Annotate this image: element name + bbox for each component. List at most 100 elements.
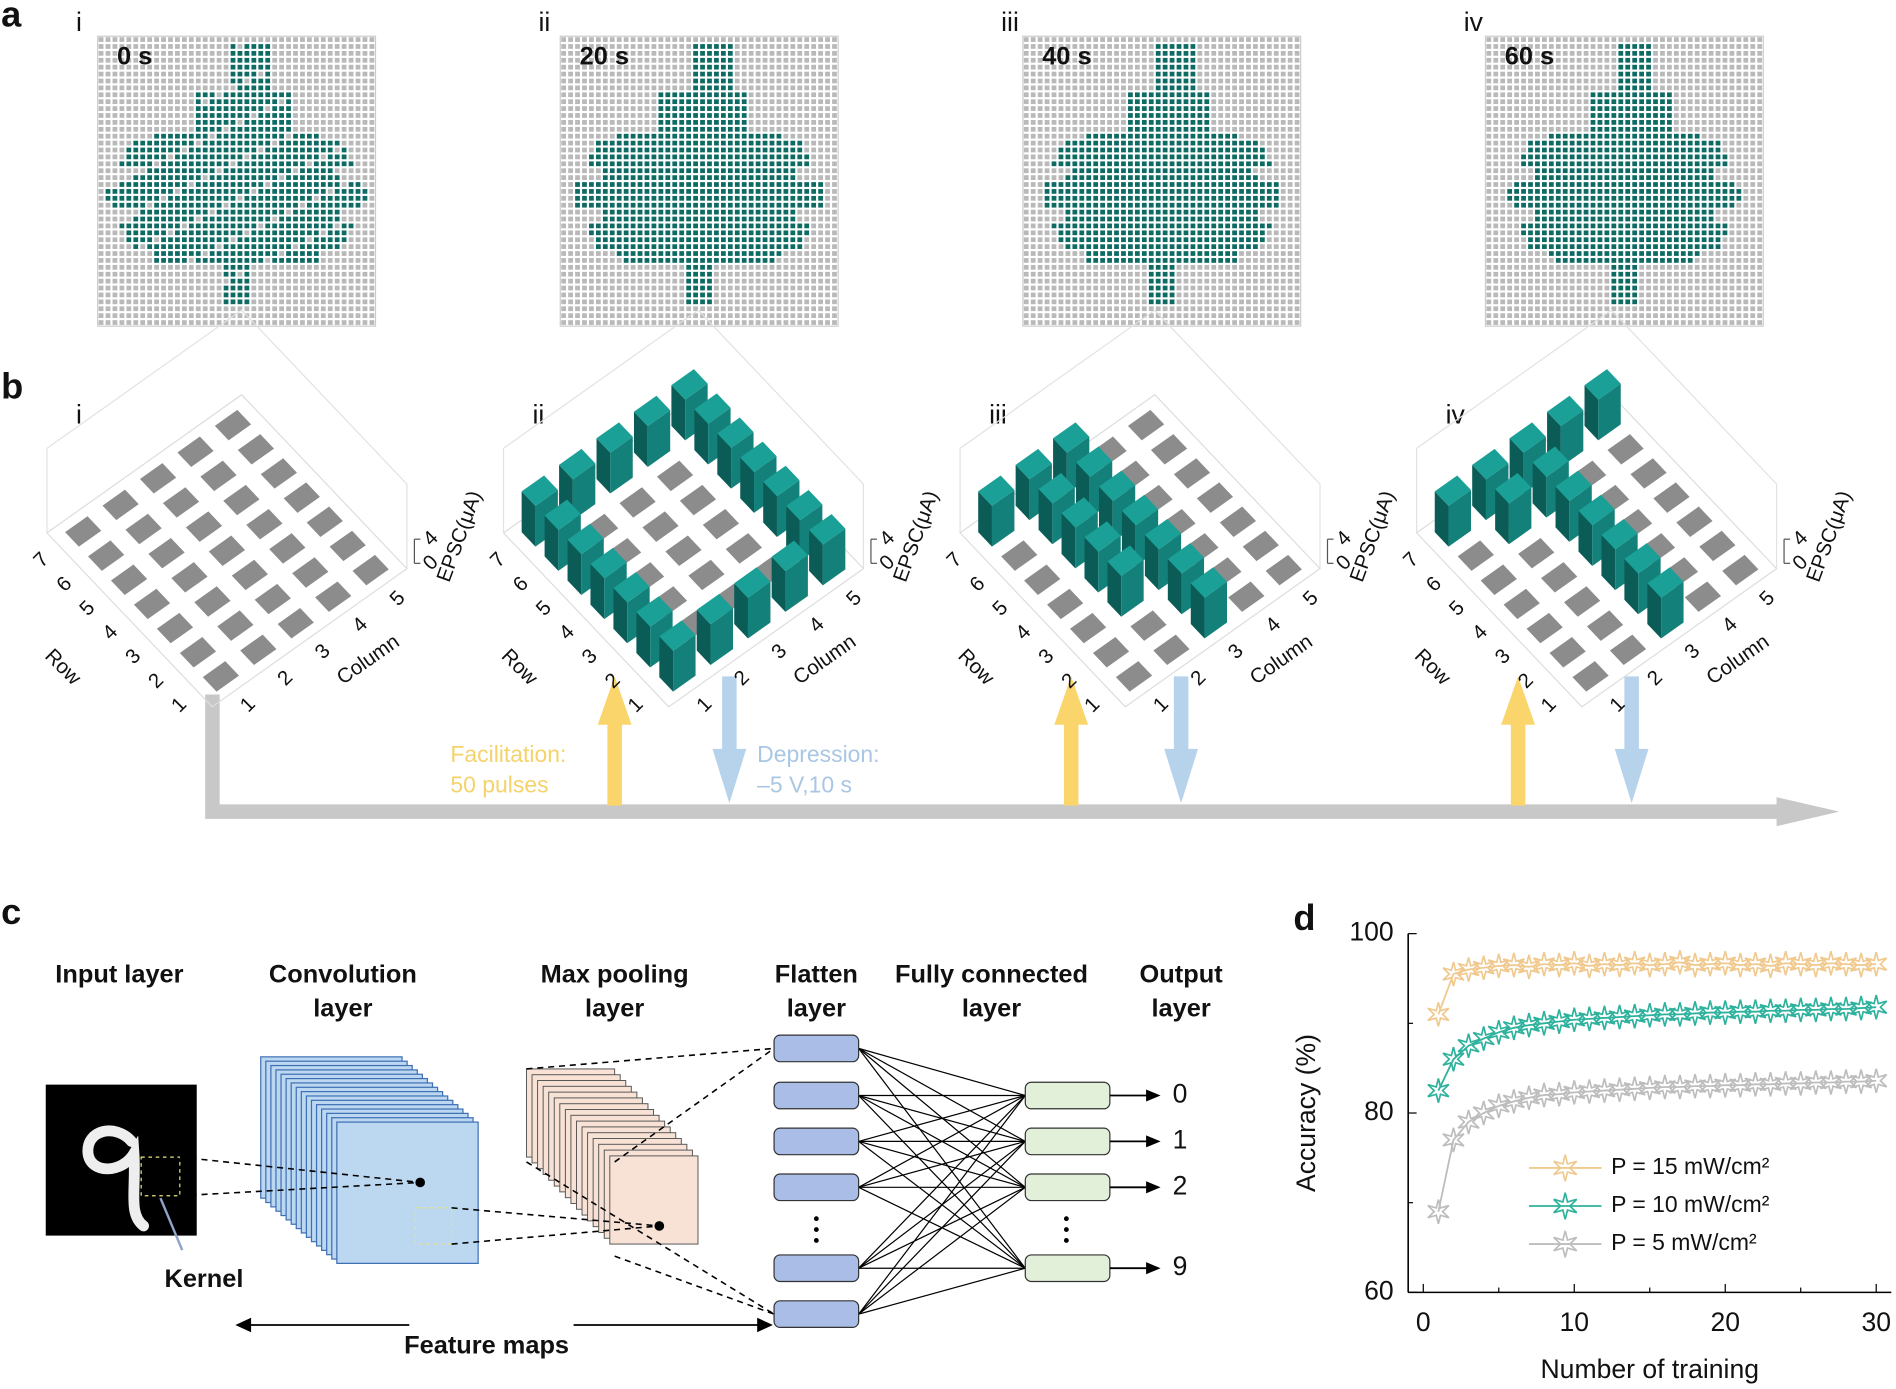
pixel: [589, 195, 594, 201]
pixel: [832, 133, 837, 139]
pixel: [623, 223, 629, 229]
pixel: [1211, 244, 1217, 249]
pixel: [1162, 292, 1168, 298]
pixel: [272, 292, 278, 298]
pixel: [714, 182, 719, 187]
pixel: [741, 258, 747, 263]
pixel: [609, 161, 615, 167]
pixel: [700, 244, 705, 249]
pixel: [265, 64, 271, 70]
pixel: [147, 223, 153, 229]
pixel: [1253, 71, 1258, 77]
pixel: [1134, 230, 1140, 236]
pixel: [1266, 120, 1272, 125]
pixel: [112, 78, 118, 84]
pixel: [1128, 99, 1133, 105]
pixel: [1100, 147, 1106, 153]
pixel: [1259, 168, 1265, 174]
connection: [858, 1095, 1026, 1269]
pixel: [1211, 313, 1217, 319]
pixel: [762, 161, 768, 167]
pixel: [672, 64, 678, 70]
pixel: [602, 133, 608, 139]
pixel: [1051, 133, 1057, 139]
pixel: [175, 292, 180, 298]
pixel: [300, 271, 305, 277]
pixel: [230, 154, 236, 160]
pixel: [790, 154, 796, 160]
pixel: [1259, 85, 1265, 91]
pixel: [258, 251, 264, 256]
pixel: [140, 251, 146, 256]
pixel: [637, 154, 643, 160]
pixel: [1058, 64, 1064, 70]
pixel: [575, 313, 580, 319]
pixel: [1141, 51, 1147, 56]
pixel: [286, 251, 291, 256]
pixel: [320, 37, 326, 42]
pixel: [1169, 133, 1175, 139]
pixel: [1155, 306, 1161, 312]
pixel: [293, 44, 298, 49]
pixel: [672, 133, 678, 139]
pixel: [1190, 120, 1196, 125]
pixel: [1030, 271, 1036, 277]
pixel: [362, 99, 368, 105]
pixel: [320, 168, 326, 174]
pixel: [1128, 140, 1133, 146]
pixel: [1197, 78, 1203, 84]
pixel: [776, 168, 782, 174]
pixel: [832, 202, 837, 208]
pixel: [1197, 44, 1203, 49]
pixel: [369, 161, 375, 167]
pixel: [679, 120, 685, 125]
pixel: [1107, 126, 1112, 132]
pixel: [140, 37, 146, 42]
pixel: [230, 78, 236, 84]
pixel: [589, 161, 594, 167]
pixel: [168, 189, 173, 194]
pixel: [348, 271, 354, 277]
pixel: [602, 92, 608, 98]
pixel: [188, 140, 194, 146]
pixel: [1246, 216, 1251, 222]
pixel: [112, 237, 118, 243]
pixel: [797, 120, 803, 125]
pixel: [320, 258, 326, 263]
pixel: [1148, 292, 1154, 298]
pixel: [748, 258, 754, 263]
pixel: [679, 133, 685, 139]
pixel: [720, 64, 726, 70]
pixel: [1065, 320, 1071, 325]
pixel: [105, 264, 111, 270]
pixel: [112, 120, 118, 125]
pixel: [790, 251, 796, 256]
pixel: [1079, 120, 1085, 125]
pixel: [188, 92, 194, 98]
pixel: [602, 168, 608, 174]
pixel: [1114, 71, 1119, 77]
pixel: [1266, 168, 1272, 174]
pixel: [300, 71, 305, 77]
pixel: [161, 37, 166, 42]
pixel: [175, 133, 180, 139]
flatten-node: [773, 1300, 860, 1329]
pixel: [293, 292, 298, 298]
pixel: [609, 299, 615, 305]
pixel: [1134, 57, 1140, 63]
pixel: [651, 251, 657, 256]
pixel: [776, 216, 782, 222]
pixel: [1044, 306, 1050, 312]
pixel: [348, 292, 354, 298]
pixel: [616, 99, 622, 105]
pixel: [1155, 126, 1161, 132]
pixel: [644, 44, 650, 49]
pixel: [707, 92, 712, 98]
pixel: [327, 195, 333, 201]
pixel: [1239, 71, 1244, 77]
timeline: [205, 694, 1789, 819]
pixel: [327, 251, 333, 256]
pixel: [568, 278, 573, 284]
pixel: [1072, 251, 1078, 256]
pixel: [797, 99, 803, 105]
